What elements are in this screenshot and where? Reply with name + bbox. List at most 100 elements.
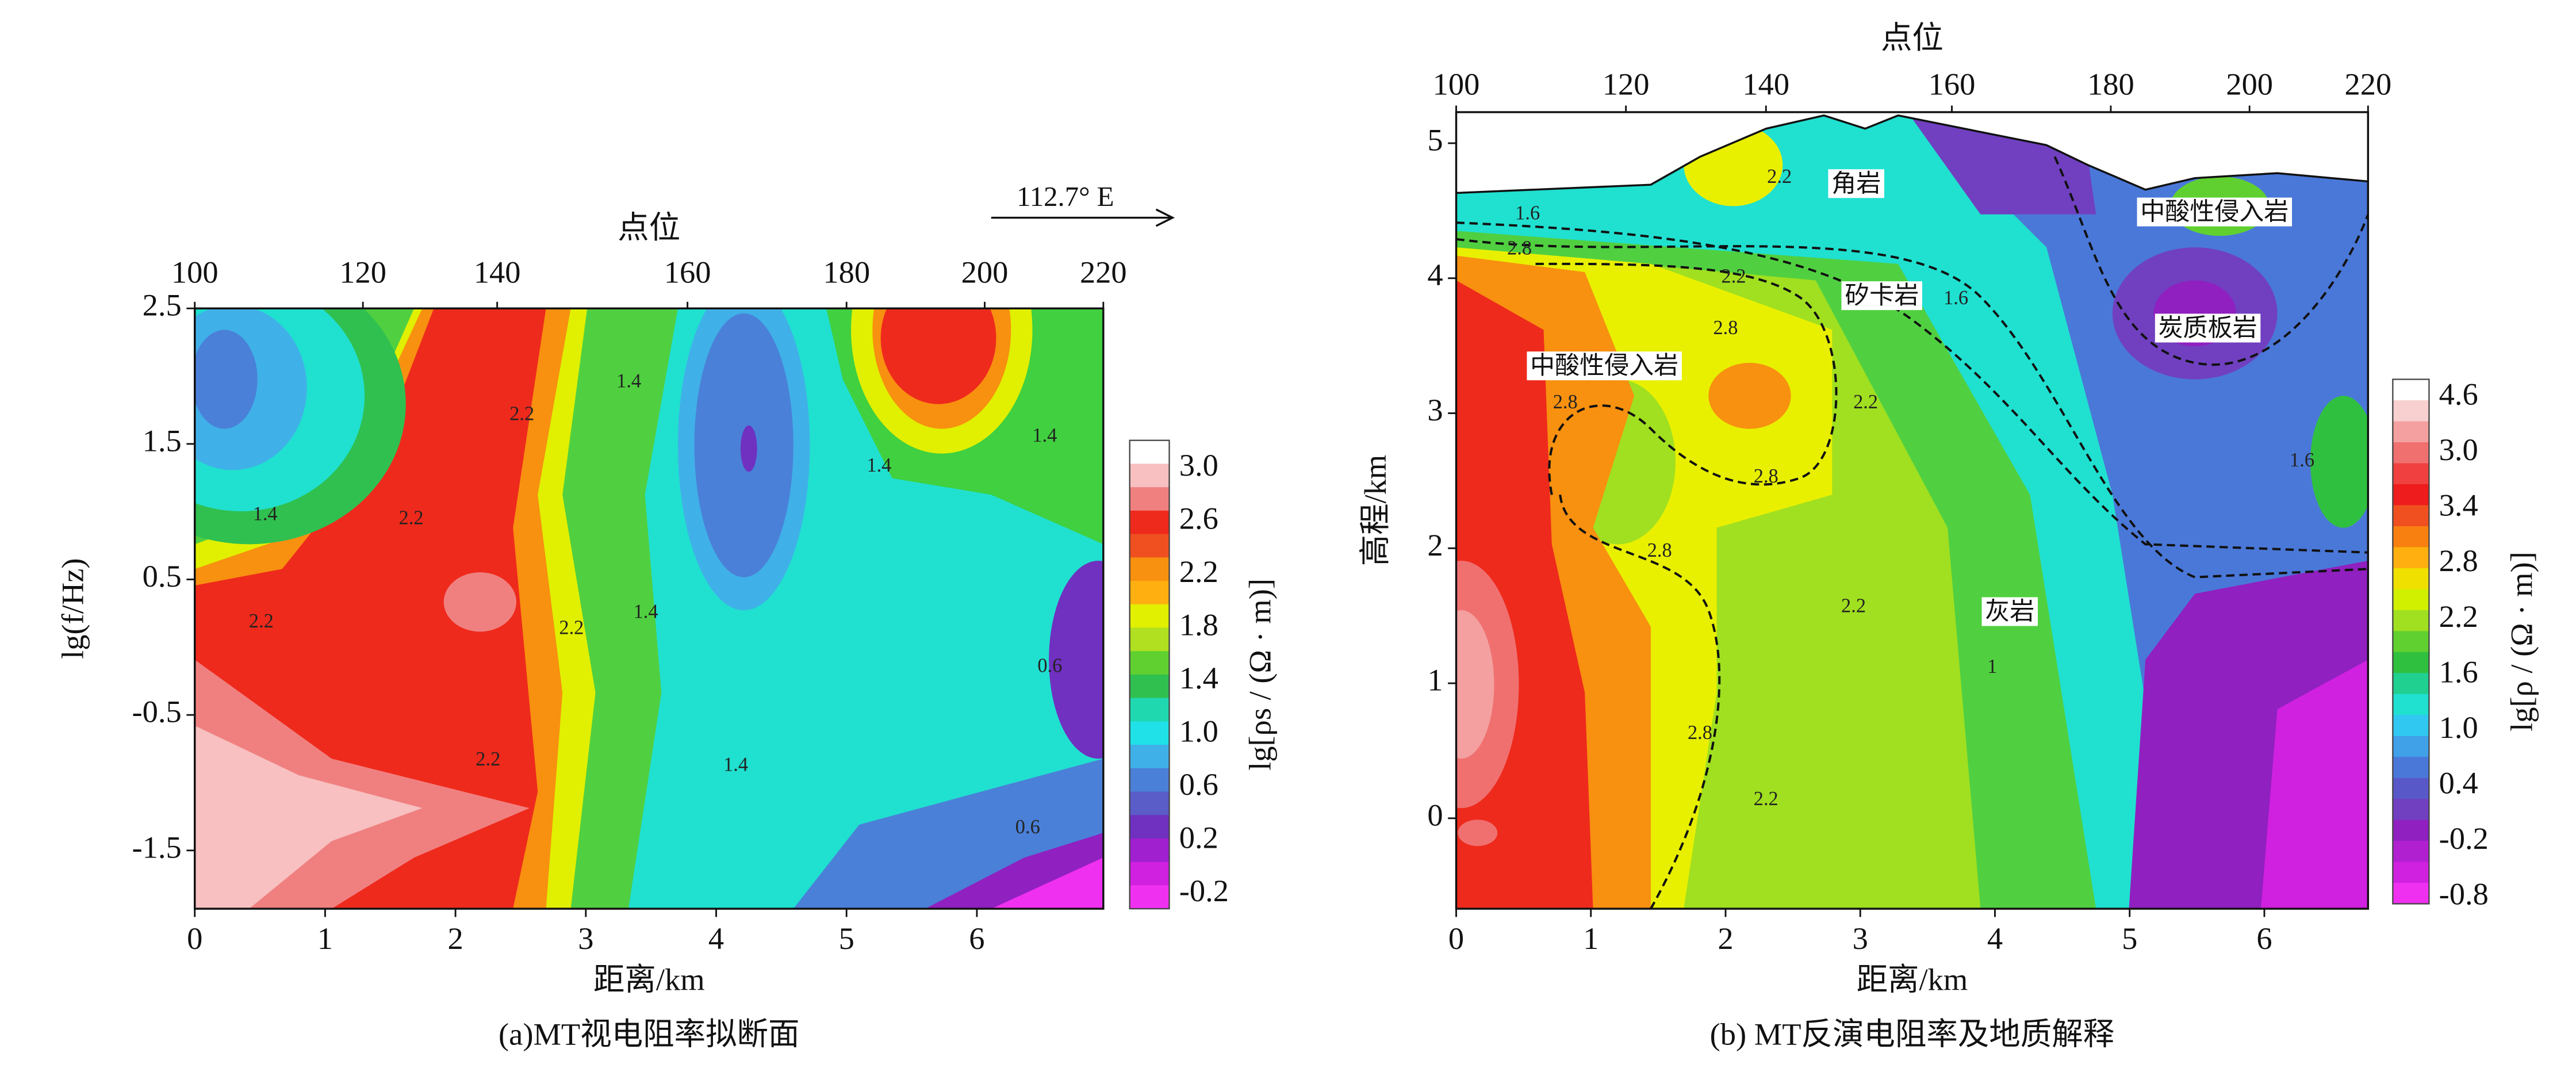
colorbar-band [2393, 736, 2429, 758]
colorbar-band [2393, 421, 2429, 443]
colorbar-band [2393, 841, 2429, 863]
y-tick-label: 5 [1427, 122, 1443, 157]
y-tick-label: 2 [1427, 527, 1443, 562]
contour-label: 0.6 [1037, 655, 1062, 677]
x-axis-title: 距离/km [1857, 962, 1968, 997]
colorbar-band [2393, 799, 2429, 821]
contour-label: 2.2 [1722, 266, 1746, 288]
contour-label: 0.6 [1015, 816, 1040, 838]
colorbar-label: 1.0 [2439, 710, 2478, 745]
x-tick-label: 5 [839, 921, 854, 956]
y-tick-label: 2.5 [143, 288, 182, 323]
top-axis-title: 点位 [1881, 20, 1943, 55]
top-tick-label: 140 [474, 254, 521, 289]
boundary [1456, 221, 2368, 554]
colorbar-label: 2.6 [1179, 500, 1218, 535]
colorbar-band [2393, 862, 2429, 883]
colorbar-band [2393, 505, 2429, 527]
field [1458, 820, 1498, 847]
caption: (b) MT反演电阻率及地质解释 [1710, 1016, 2115, 1051]
colorbar-band [1129, 534, 1170, 558]
top-tick-label: 140 [1742, 66, 1789, 101]
field [443, 572, 516, 632]
region-label: 矽卡岩 [1845, 281, 1919, 310]
x-axis-title: 距离/km [593, 962, 705, 997]
x-tick-label: 2 [1718, 921, 1733, 956]
colorbar-label: -0.2 [2439, 821, 2489, 856]
top-tick-label: 160 [664, 254, 711, 289]
top-axis-title: 点位 [618, 210, 680, 245]
contour-label: 2.2 [249, 610, 274, 632]
top-tick-label: 100 [171, 254, 218, 289]
region-label-box [1841, 281, 1922, 311]
plot-frame [193, 307, 1105, 910]
y-tick-label: -1.5 [132, 829, 182, 864]
field [991, 857, 1103, 909]
contour-label: 2.2 [1767, 166, 1792, 187]
x-tick-label: 2 [448, 921, 463, 956]
colorbar-band [1129, 698, 1170, 722]
contour-label: 1.6 [1515, 202, 1540, 224]
colorbar-band [1129, 885, 1170, 909]
colorbar-band [1129, 838, 1170, 863]
colorbar-label: -0.2 [1179, 873, 1229, 908]
region-label: 中酸性侵入岩 [2140, 198, 2288, 227]
field [1684, 124, 1783, 206]
top-tick-label: 200 [2226, 66, 2273, 101]
colorbar-label: -0.8 [2439, 876, 2489, 912]
colorbar-band [2393, 463, 2429, 485]
region-label-box [1981, 597, 2038, 626]
contour-label: 2.2 [509, 403, 534, 424]
colorbar-label: 0.6 [1179, 767, 1218, 802]
field [2310, 396, 2368, 528]
colorbar-band [2393, 673, 2429, 695]
colorbar-band [1129, 651, 1170, 675]
x-tick-label: 0 [1448, 921, 1464, 956]
x-tick-label: 0 [187, 921, 202, 956]
colorbar-band [1129, 721, 1170, 745]
field [194, 330, 258, 429]
contour-label: 1.4 [253, 503, 278, 525]
region-label-box [2155, 313, 2261, 343]
contour-label: 1.4 [723, 754, 748, 776]
field [194, 725, 423, 909]
field [1049, 561, 1103, 759]
colorbar-label: 1.4 [1179, 660, 1218, 695]
x-tick-label: 5 [2122, 921, 2137, 956]
colorbar-label: 1.8 [1179, 607, 1218, 642]
colorbar-band [2393, 484, 2429, 506]
colorbar-label: 0.4 [2439, 765, 2478, 800]
colorbar-band [1129, 510, 1170, 535]
contour-label: 2.2 [559, 617, 584, 639]
colorbar-band [2393, 715, 2429, 737]
x-tick-label: 3 [1853, 921, 1868, 956]
top-tick-label: 180 [2087, 66, 2134, 101]
boundary [2053, 156, 2368, 366]
contour-label: 1.4 [1032, 424, 1057, 446]
colorbar-band [1129, 440, 1170, 465]
x-tick-label: 6 [969, 921, 984, 956]
topography [1456, 114, 2368, 194]
contour-label: 2.2 [1754, 788, 1778, 810]
y-axis-title: 高程/km [1358, 455, 1393, 566]
field [2260, 660, 2368, 909]
colorbar-band [1129, 557, 1170, 581]
plot-frame [1455, 111, 2370, 910]
y-tick-label: -0.5 [132, 694, 182, 729]
colorbar-band [1129, 862, 1170, 886]
x-tick-label: 6 [2256, 921, 2272, 956]
colorbar-band [2393, 883, 2429, 905]
colorbar-band [1129, 791, 1170, 816]
field [880, 308, 996, 404]
contour-label: 1.4 [616, 370, 641, 392]
region-label: 角岩 [1831, 169, 1881, 198]
colorbar-band [1129, 745, 1170, 769]
contour-label: 2.2 [399, 507, 424, 529]
contour-label: 2.2 [1853, 391, 1878, 413]
colorbar-band [1129, 604, 1170, 629]
colorbar-band [1129, 487, 1170, 511]
arrow-head [1155, 208, 1175, 227]
colorbar-label: 2.2 [2439, 599, 2478, 634]
region-label-box [2137, 197, 2293, 227]
